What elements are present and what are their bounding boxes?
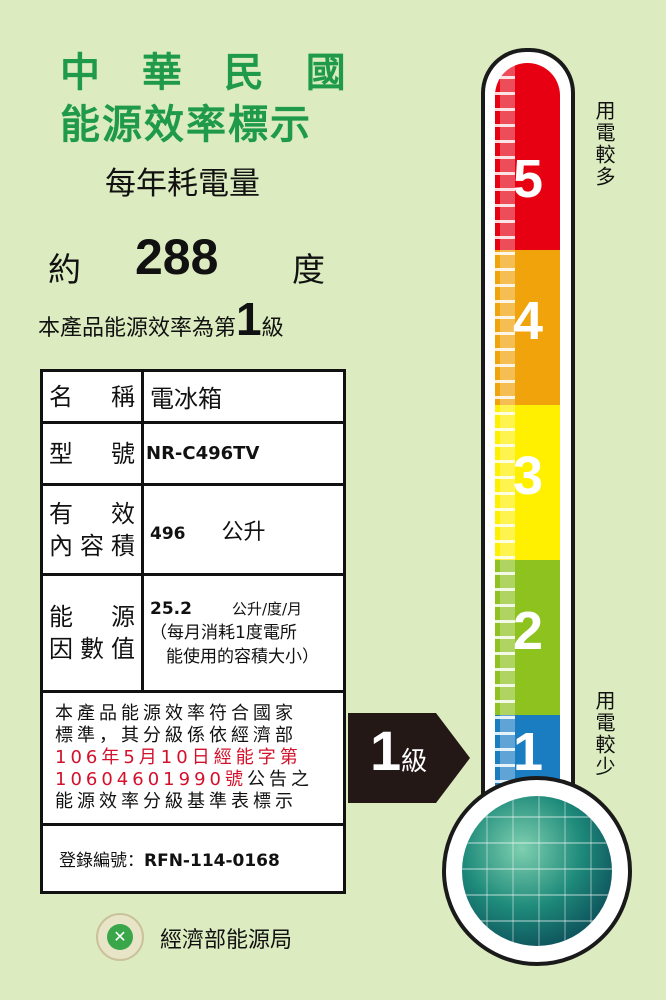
grade-4-label: 4 <box>513 291 544 351</box>
standard-line-5: 能源效率分級基準表標示 <box>55 791 297 812</box>
scale-ticks <box>495 63 515 808</box>
current-grade-number: 1 <box>370 719 402 782</box>
bureau-logo: ✕ <box>96 913 144 961</box>
grade-scale: 5 4 3 2 1 <box>495 63 560 808</box>
volume-label-2: 內容積 <box>49 531 135 560</box>
standard-text: 本產品能源效率符合國家 標準，其分級係依經濟部 106年5月10日經能字第 10604… <box>40 690 346 826</box>
standard-line-2: 標準，其分級係依經濟部 <box>55 725 297 746</box>
factor-note-1: （每月消耗1度電所 <box>150 623 297 643</box>
grade-statement-text: 本產品能源效率為第 <box>38 316 237 341</box>
registration-cell: 登錄編號：RFN-114-0168 <box>40 823 346 894</box>
row-standard: 本產品能源效率符合國家 標準，其分級係依經濟部 106年5月10日經能字第 10604… <box>40 690 346 826</box>
factor-label: 能 源因數值 <box>40 573 144 693</box>
registration-label: 登錄編號： <box>59 851 144 871</box>
grade-1-label: 1 <box>513 722 544 782</box>
volume-label-1: 有 效 <box>49 499 135 528</box>
standard-line-3: 106年5月10日經能字第 <box>55 747 302 768</box>
standard-line-4: 公告之 <box>246 769 313 790</box>
volume-unit: 公升 <box>221 519 266 545</box>
tube-highlight <box>500 63 515 808</box>
current-grade-suffix: 級 <box>401 747 428 777</box>
row-registration: 登錄編號：RFN-114-0168 <box>40 823 346 894</box>
grade-statement-suffix: 級 <box>261 316 284 341</box>
standard-line-4-red: 10604601990號 <box>55 769 247 790</box>
more-power-label: 用電較多 <box>592 100 616 188</box>
current-grade: 1級 <box>370 718 427 783</box>
approx-prefix: 約 <box>48 250 81 289</box>
title-label: 能源效率標示 <box>60 102 312 148</box>
grade-2-label: 2 <box>513 601 544 661</box>
volume-value: 496 <box>150 523 186 544</box>
spec-table: 名 稱電冰箱 型 號 NR-C496TV 有 效內容積 496 公升 能 源因數值 25… <box>40 369 346 894</box>
factor-unit: 公升/度/月 <box>231 600 303 618</box>
row-model: 型 號 NR-C496TV <box>40 421 346 486</box>
grade-3-label: 3 <box>513 446 544 506</box>
row-factor: 能 源因數值 25.2 公升/度/月 （每月消耗1度電所能使用的容積大小） <box>40 573 346 693</box>
agency-name: 經濟部能源局 <box>160 928 293 953</box>
bureau-logo-icon: ✕ <box>107 924 133 950</box>
consumption-unit: 度 <box>292 250 325 289</box>
less-power-label: 用電較少 <box>592 690 616 778</box>
name-label: 名 稱 <box>40 369 144 424</box>
consumption-value: 288 <box>135 229 219 285</box>
factor-cell: 25.2 公升/度/月 （每月消耗1度電所能使用的容積大小） <box>141 573 346 693</box>
factor-note-2: 能使用的容積大小） <box>166 647 319 667</box>
grade-statement-grade: 1 <box>236 293 262 345</box>
title-country: 中 華 民 國 <box>60 50 360 96</box>
grade-5-label: 5 <box>513 149 544 209</box>
factor-label-1: 能 源 <box>49 603 135 631</box>
grade-statement: 本產品能源效率為第1級 <box>38 292 284 346</box>
annual-consumption-heading: 每年耗電量 <box>105 166 260 202</box>
model-label: 型 號 <box>40 421 144 486</box>
standard-line-1: 本產品能源效率符合國家 <box>55 703 297 724</box>
volume-cell: 496 公升 <box>141 483 346 576</box>
globe-grid <box>462 796 612 946</box>
globe-icon <box>462 796 612 946</box>
name-value: 電冰箱 <box>141 369 346 424</box>
current-grade-arrow <box>348 713 470 803</box>
row-name: 名 稱電冰箱 <box>40 369 346 424</box>
registration-value: RFN-114-0168 <box>144 851 280 871</box>
model-value: NR-C496TV <box>141 421 346 486</box>
factor-value: 25.2 <box>150 599 192 619</box>
volume-label: 有 效內容積 <box>40 483 144 576</box>
row-volume: 有 效內容積 496 公升 <box>40 483 346 576</box>
factor-label-2: 因數值 <box>49 635 135 663</box>
